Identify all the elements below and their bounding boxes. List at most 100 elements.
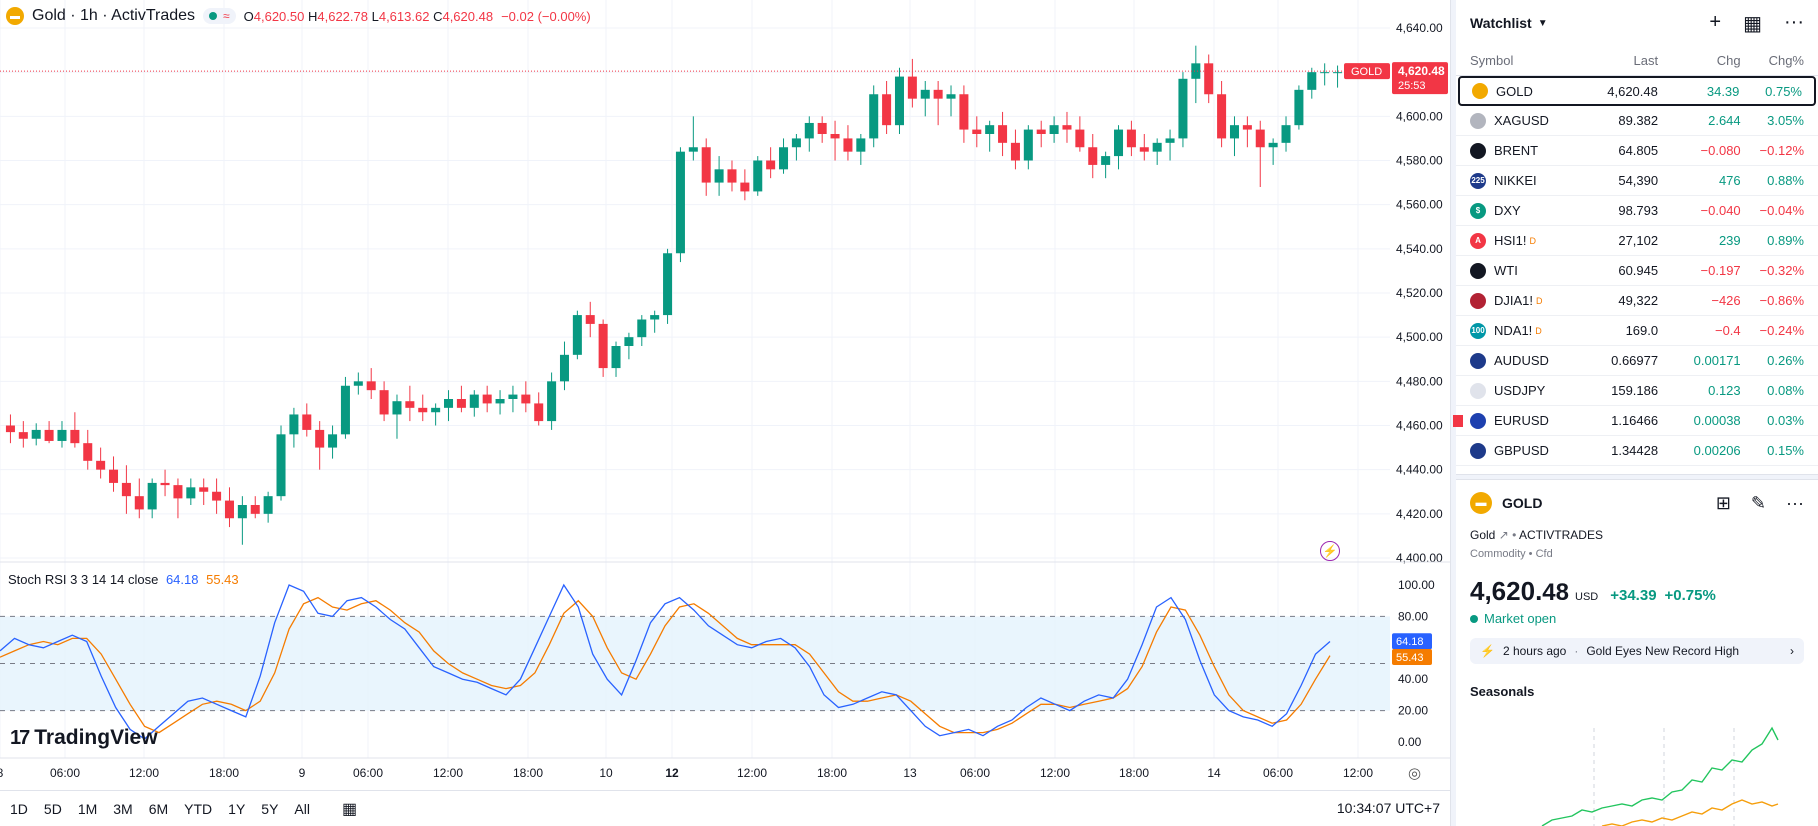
range-5d[interactable]: 5D [43, 800, 62, 817]
watchlist-row[interactable]: 225 NIKKEI 54,390 476 0.88% [1456, 166, 1818, 196]
col-chg[interactable]: Chg [1716, 53, 1741, 68]
add-symbol-icon[interactable]: + [1709, 10, 1722, 33]
range-1m[interactable]: 1M [77, 800, 98, 817]
range-ytd[interactable]: YTD [184, 800, 213, 817]
candle-body [663, 253, 673, 316]
section-divider[interactable] [1456, 474, 1818, 480]
panel-divider[interactable] [1450, 0, 1456, 826]
candle-body [624, 337, 634, 346]
settings-gear-icon[interactable]: ◎ [1408, 765, 1422, 782]
candle-body [109, 469, 119, 483]
candle-body [1165, 138, 1175, 143]
time-tick-label: 06:00 [960, 766, 990, 780]
row-last: 49,322 [1618, 293, 1659, 308]
symbol-icon [1470, 262, 1486, 279]
watchlist-row[interactable]: DJIA1! D 49,322 −426 −0.86% [1456, 286, 1818, 316]
col-last[interactable]: Last [1633, 53, 1659, 68]
range-6m[interactable]: 6M [148, 800, 169, 817]
details-name[interactable]: Gold [1470, 528, 1496, 542]
stoch-rsi-legend[interactable]: Stoch RSI 3 3 14 14 close 64.18 55.43 [8, 572, 239, 587]
row-symbol: NIKKEI [1494, 173, 1537, 188]
market-status-pill[interactable]: ≈ [203, 8, 236, 24]
watchlist-row[interactable]: A HSI1! D 27,102 239 0.89% [1456, 226, 1818, 256]
stoch-rsi-k-tag [1392, 633, 1432, 650]
candle-body [1229, 125, 1239, 139]
price-tick-label: 4,580.00 [1396, 154, 1443, 168]
watchlist-row[interactable]: GBPUSD 1.34428 0.00206 0.15% [1456, 436, 1818, 466]
seasonals-chart[interactable] [1456, 720, 1818, 826]
row-chg: 239 [1718, 233, 1741, 248]
row-chg: −0.080 [1700, 143, 1741, 158]
news-banner[interactable]: ⚡ 2 hours ago · Gold Eyes New Record Hig… [1470, 638, 1804, 664]
candle-body [482, 394, 492, 404]
row-last: 4,620.48 [1607, 83, 1658, 99]
stoch-rsi-k-line [0, 583, 1331, 740]
watchlist-row[interactable]: $ DXY 98.793 −0.040 −0.04% [1456, 196, 1818, 226]
tradingview-logo[interactable]: 17 TradingView [10, 726, 158, 750]
legend-change: −0.02 (−0.00%) [501, 8, 591, 24]
candle-body [572, 315, 582, 355]
more-options-icon[interactable]: ··· [1784, 10, 1804, 33]
row-chg-pct: 0.15% [1767, 443, 1804, 458]
candle-body [276, 434, 286, 497]
candle-body [431, 407, 441, 413]
candle-body [1152, 142, 1162, 152]
row-chg: −426 [1711, 293, 1741, 308]
main-chart-canvas[interactable]: 4,640.004,620.004,600.004,580.004,560.00… [0, 0, 1450, 790]
red-flag-icon[interactable] [1453, 415, 1463, 427]
watchlist-row[interactable]: BRENT 64.805 −0.080 −0.12% [1456, 136, 1818, 166]
candle-body [96, 460, 106, 470]
seasonals-title[interactable]: Seasonals [1470, 684, 1535, 699]
time-tick-label: 06:00 [353, 766, 383, 780]
grid-layout-icon[interactable]: ⊞ [1715, 492, 1731, 513]
clock-timezone[interactable]: 10:34:07 UTC+7 [1336, 800, 1440, 816]
row-symbol: GBPUSD [1494, 443, 1549, 458]
watchlist-columns: Symbol Last Chg Chg% [1456, 46, 1818, 76]
watchlist-row[interactable]: 100 NDA1! D 169.0 −0.4 −0.24% [1456, 316, 1818, 346]
goto-date-calendar-icon[interactable]: ▦ [341, 800, 358, 818]
watchlist-row[interactable]: EURUSD 1.16466 0.00038 0.03% [1453, 406, 1818, 436]
edit-note-icon[interactable]: ✎ [1750, 492, 1767, 513]
candle-body [701, 147, 711, 183]
watchlist-row[interactable]: WTI 60.945 −0.197 −0.32% [1456, 256, 1818, 286]
external-link-icon[interactable]: ↗ [1498, 528, 1513, 542]
candle-body [856, 138, 866, 152]
watchlist-row[interactable]: USDJPY 159.186 0.123 0.08% [1456, 376, 1818, 406]
row-chg-pct: 0.88% [1767, 173, 1804, 188]
more-options-icon[interactable]: ··· [1786, 492, 1804, 513]
row-chg-pct: −0.24% [1759, 323, 1804, 338]
price-tick-label: 4,480.00 [1396, 374, 1443, 388]
range-1d[interactable]: 1D [10, 800, 28, 817]
watchlist-row[interactable]: GOLD 4,620.48 34.39 0.75% [1458, 76, 1816, 106]
stoch-rsi-tick-label: 40.00 [1398, 672, 1428, 686]
details-currency: USD [1575, 591, 1599, 603]
chevron-right-icon: › [1790, 644, 1794, 658]
candle-body [753, 160, 763, 192]
symbol-price-tag-label: GOLD [1351, 66, 1382, 78]
advanced-view-icon[interactable]: ▦ [1743, 12, 1763, 35]
watchlist-title[interactable]: Watchlist [1470, 15, 1532, 31]
col-chg-pct[interactable]: Chg% [1768, 53, 1804, 68]
lightning-icon[interactable]: ⚡ [1320, 541, 1340, 561]
range-all[interactable]: All [294, 800, 310, 817]
chart-title[interactable]: Gold · 1h · ActivTrades [32, 7, 196, 24]
range-1y[interactable]: 1Y [228, 800, 246, 817]
candle-body [212, 491, 222, 501]
col-symbol[interactable]: Symbol [1470, 53, 1514, 68]
candle-body [521, 394, 531, 404]
chevron-down-icon[interactable]: ▼ [1537, 17, 1548, 29]
range-3m[interactable]: 3M [113, 800, 133, 817]
chart-area[interactable]: 4,640.004,620.004,600.004,580.004,560.00… [0, 0, 1450, 826]
stoch-rsi-label: Stoch RSI 3 3 14 14 close [8, 572, 159, 587]
candle-body [817, 122, 827, 134]
candle-body [740, 182, 750, 192]
details-symbol[interactable]: GOLD [1502, 495, 1543, 511]
row-chg-pct: 3.05% [1767, 113, 1804, 128]
range-5y[interactable]: 5Y [261, 800, 279, 817]
details-change: +34.39 [1610, 587, 1657, 604]
watchlist-row[interactable]: AUDUSD 0.66977 0.00171 0.26% [1456, 346, 1818, 376]
watchlist-row[interactable]: XAGUSD 89.382 2.644 3.05% [1456, 106, 1818, 136]
candle-body [650, 315, 660, 320]
candle-body [302, 414, 312, 430]
candle-body [727, 169, 737, 183]
